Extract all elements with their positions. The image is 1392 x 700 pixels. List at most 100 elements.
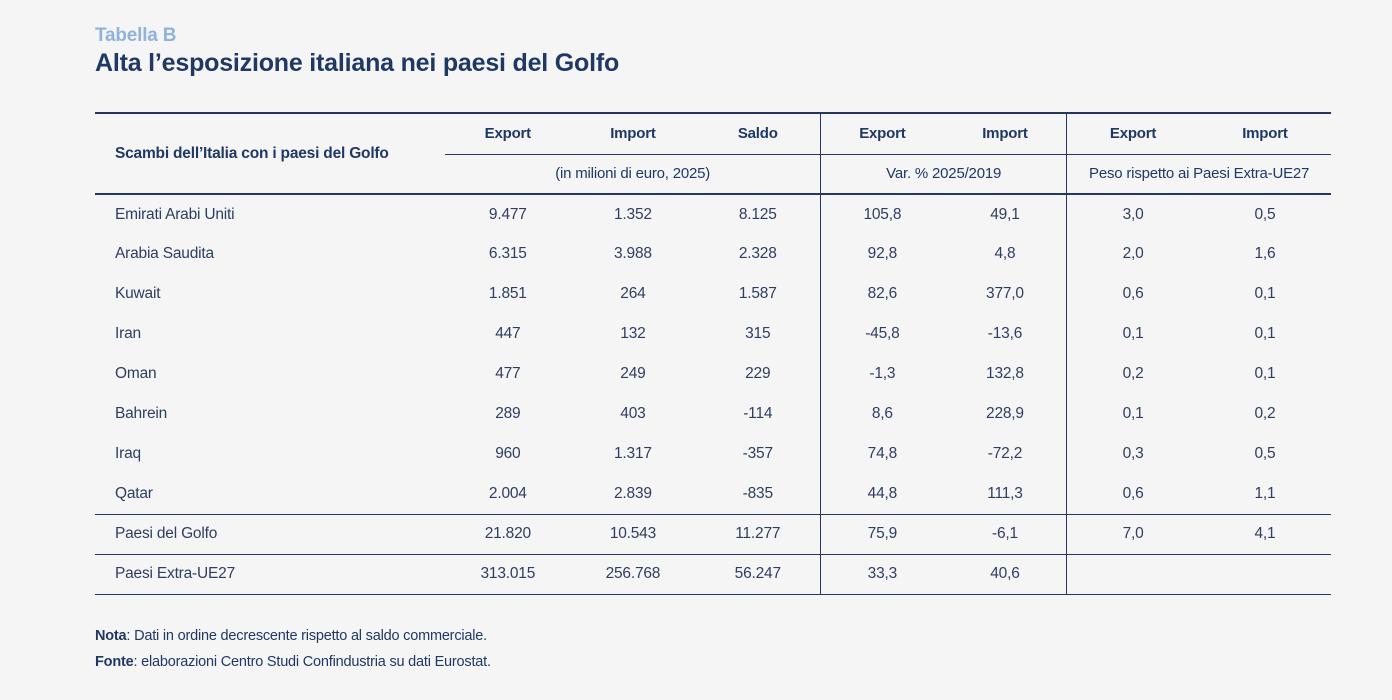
row-label: Qatar (115, 484, 153, 502)
cell-value: 49,1 (990, 205, 1020, 223)
cell-value: 132 (620, 325, 646, 342)
cell-value: 0,3 (1066, 434, 1199, 474)
cell-value: 264 (620, 285, 646, 302)
column-header-import-eur: Import (570, 113, 696, 155)
cell-value: 2.839 (614, 484, 652, 502)
cell-value: 0,2 (1254, 405, 1276, 422)
table-row: Kuwait 1.851 264 1.587 82,6 377,0 0,6 0,1 (95, 274, 1331, 314)
table-row: Emirati Arabi Uniti 9.477 1.352 8.125 105,8 4… (95, 194, 1331, 234)
cell-value: 1,6 (1254, 245, 1276, 262)
cell-value: 56.247 (695, 553, 821, 595)
cell-value: 0,2 (1066, 354, 1199, 394)
cell-value: 289 (495, 405, 521, 422)
cell-value: -357 (742, 445, 773, 462)
column-header-export-peso: Export (1066, 113, 1199, 155)
cell-value: 9.477 (488, 205, 527, 223)
group-subtitle-var: Var. % 2025/2019 (820, 154, 1067, 195)
page: Tabella B Alta l’esposizione italiana ne… (95, 25, 1392, 675)
cell-value: 10.543 (570, 513, 696, 554)
cell-value: 2.328 (738, 245, 777, 262)
cell-value: 2.004 (488, 484, 527, 502)
cell-value: 313.015 (445, 553, 571, 595)
table-row: Bahrein 289 403 -114 8,6 228,9 0,1 0,2 (95, 394, 1331, 434)
group-subtitle-eur: (in milioni di euro, 2025) (445, 154, 821, 195)
column-header-row: Scambi dell’Italia con i paesi del Golfo… (95, 113, 1331, 195)
cell-value (1198, 553, 1331, 595)
cell-value: 1.587 (738, 285, 777, 302)
cell-value: -72,2 (987, 445, 1023, 462)
cell-value: 44,8 (820, 474, 944, 514)
table-row: Qatar 2.004 2.839 -835 44,8 111,3 0,6 1,1 (95, 474, 1331, 514)
row-label: Oman (115, 365, 157, 382)
cell-value: 0,1 (1066, 394, 1199, 434)
row-label: Iraq (115, 445, 141, 462)
table-row-header-title: Scambi dell’Italia con i paesi del Golfo (95, 113, 446, 195)
row-label: Emirati Arabi Uniti (115, 205, 235, 223)
cell-value: 403 (620, 405, 646, 422)
table-row: Oman 477 249 229 -1,3 132,8 0,2 0,1 (95, 354, 1331, 394)
cell-value: 6.315 (488, 245, 527, 262)
cell-value: 8,6 (820, 394, 944, 434)
table-row: Paesi Extra-UE27 313.015 256.768 56.247 33,3… (95, 553, 1331, 595)
column-header-export-eur: Export (445, 113, 571, 155)
cell-value: 447 (495, 325, 521, 342)
cell-value: 477 (495, 365, 521, 382)
cell-value: 3.988 (614, 245, 652, 262)
group-subtitle-peso: Peso rispetto ai Paesi Extra-UE27 (1066, 154, 1331, 195)
table-row: Iraq 960 1.317 -357 74,8 -72,2 0,3 0,5 (95, 434, 1331, 474)
cell-value: 3,0 (1066, 194, 1199, 234)
column-header-export-var: Export (820, 113, 944, 155)
cell-value: 111,3 (987, 484, 1023, 502)
nota-label: Nota (95, 627, 127, 644)
table-header: Scambi dell’Italia con i paesi del Golfo… (95, 113, 1331, 195)
row-label: Iran (115, 325, 141, 342)
notes: Nota: Dati in ordine decrescente rispett… (95, 623, 1392, 675)
fonte-label: Fonte (95, 653, 134, 670)
cell-value: 7,0 (1066, 513, 1199, 554)
cell-value: 1,1 (1254, 484, 1276, 502)
cell-value: 1.317 (614, 445, 652, 462)
nota-text: : Dati in ordine decrescente rispetto al… (126, 627, 487, 644)
row-label: Arabia Saudita (115, 245, 214, 262)
cell-value: 92,8 (820, 234, 944, 274)
cell-value: 74,8 (820, 434, 944, 474)
cell-value: 256.768 (570, 553, 696, 595)
cell-value: 4,8 (994, 245, 1016, 262)
cell-value: 0,5 (1254, 205, 1276, 223)
cell-value: -6,1 (943, 513, 1067, 554)
cell-value: 377,0 (986, 285, 1024, 302)
cell-value: 132,8 (986, 365, 1024, 382)
cell-value: 2,0 (1066, 234, 1199, 274)
cell-value: -1,3 (820, 354, 944, 394)
row-label: Bahrein (115, 405, 168, 422)
cell-value: 0,1 (1254, 325, 1276, 342)
cell-value: 315 (745, 325, 771, 342)
page-title: Alta l’esposizione italiana nei paesi de… (95, 49, 620, 77)
cell-value: 228,9 (986, 405, 1024, 422)
cell-value: -114 (743, 405, 773, 422)
column-header-import-peso: Import (1198, 113, 1331, 155)
cell-value: 229 (745, 365, 771, 382)
column-header-import-var: Import (943, 113, 1067, 155)
cell-value: 75,9 (820, 513, 944, 554)
table-row: Paesi del Golfo 21.820 10.543 11.277 75,9 -6,… (95, 513, 1331, 554)
cell-value: -13,6 (987, 325, 1023, 342)
fonte-text: : elaborazioni Centro Studi Confindustri… (133, 653, 491, 670)
cell-value: -835 (742, 484, 773, 502)
cell-value: 0,1 (1066, 314, 1199, 354)
trade-table: Scambi dell’Italia con i paesi del Golfo… (95, 112, 1331, 595)
cell-value: 21.820 (445, 513, 571, 554)
cell-value: 1.851 (488, 285, 527, 302)
cell-value: 8.125 (738, 205, 777, 223)
cell-value: 0,6 (1066, 274, 1199, 314)
cell-value: 11.277 (695, 513, 821, 554)
column-header-saldo-eur: Saldo (695, 113, 821, 155)
table-row: Iran 447 132 315 -45,8 -13,6 0,1 0,1 (95, 314, 1331, 354)
cell-value: 0,5 (1254, 445, 1276, 462)
group-subtitle-row: (in milioni di euro, 2025) Var. % 2025/2… (95, 154, 1331, 195)
table-body: Emirati Arabi Uniti 9.477 1.352 8.125 105,8 4… (95, 194, 1331, 595)
cell-value: 82,6 (820, 274, 944, 314)
cell-value: 249 (620, 365, 646, 382)
cell-value: 33,3 (820, 553, 944, 595)
cell-value (1066, 553, 1199, 595)
